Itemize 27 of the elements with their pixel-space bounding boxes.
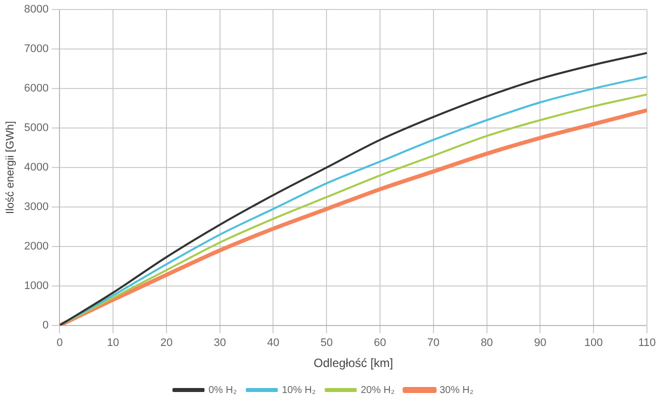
- legend-label: 0% H₂: [208, 384, 237, 396]
- x-tick-label: 30: [214, 337, 226, 350]
- x-tick-label: 10: [106, 337, 120, 350]
- y-tick-label: 6000: [24, 82, 49, 95]
- x-tick-label: 90: [534, 337, 546, 350]
- legend-label: 20% H₂: [360, 384, 395, 396]
- y-axis-title: Ilość energii [GWh]: [4, 121, 17, 214]
- y-tick-label: 8000: [24, 4, 49, 16]
- legend-label: 10% H₂: [282, 384, 316, 396]
- x-tick-label: 80: [480, 337, 493, 350]
- y-tick-label: 3000: [24, 201, 49, 214]
- y-tick-label: 2000: [24, 240, 49, 252]
- y-tick-label: 1000: [24, 280, 49, 292]
- x-tick-label: 100: [584, 337, 603, 350]
- legend-label: 30% H₂: [440, 384, 474, 396]
- x-tick-label: 40: [267, 337, 280, 350]
- y-tick-label: 5000: [24, 122, 49, 134]
- x-tick-label: 60: [374, 337, 386, 350]
- x-tick-label: 110: [638, 337, 656, 350]
- y-tick-label: 0: [42, 319, 49, 332]
- x-tick-label: 70: [427, 337, 440, 350]
- x-tick-label: 20: [160, 337, 173, 350]
- x-tick-label: 0: [56, 337, 63, 350]
- y-tick-label: 4000: [24, 162, 49, 174]
- y-tick-label: 7000: [24, 43, 49, 56]
- x-tick-label: 50: [320, 337, 333, 350]
- x-axis-title: Odległość [km]: [314, 356, 394, 370]
